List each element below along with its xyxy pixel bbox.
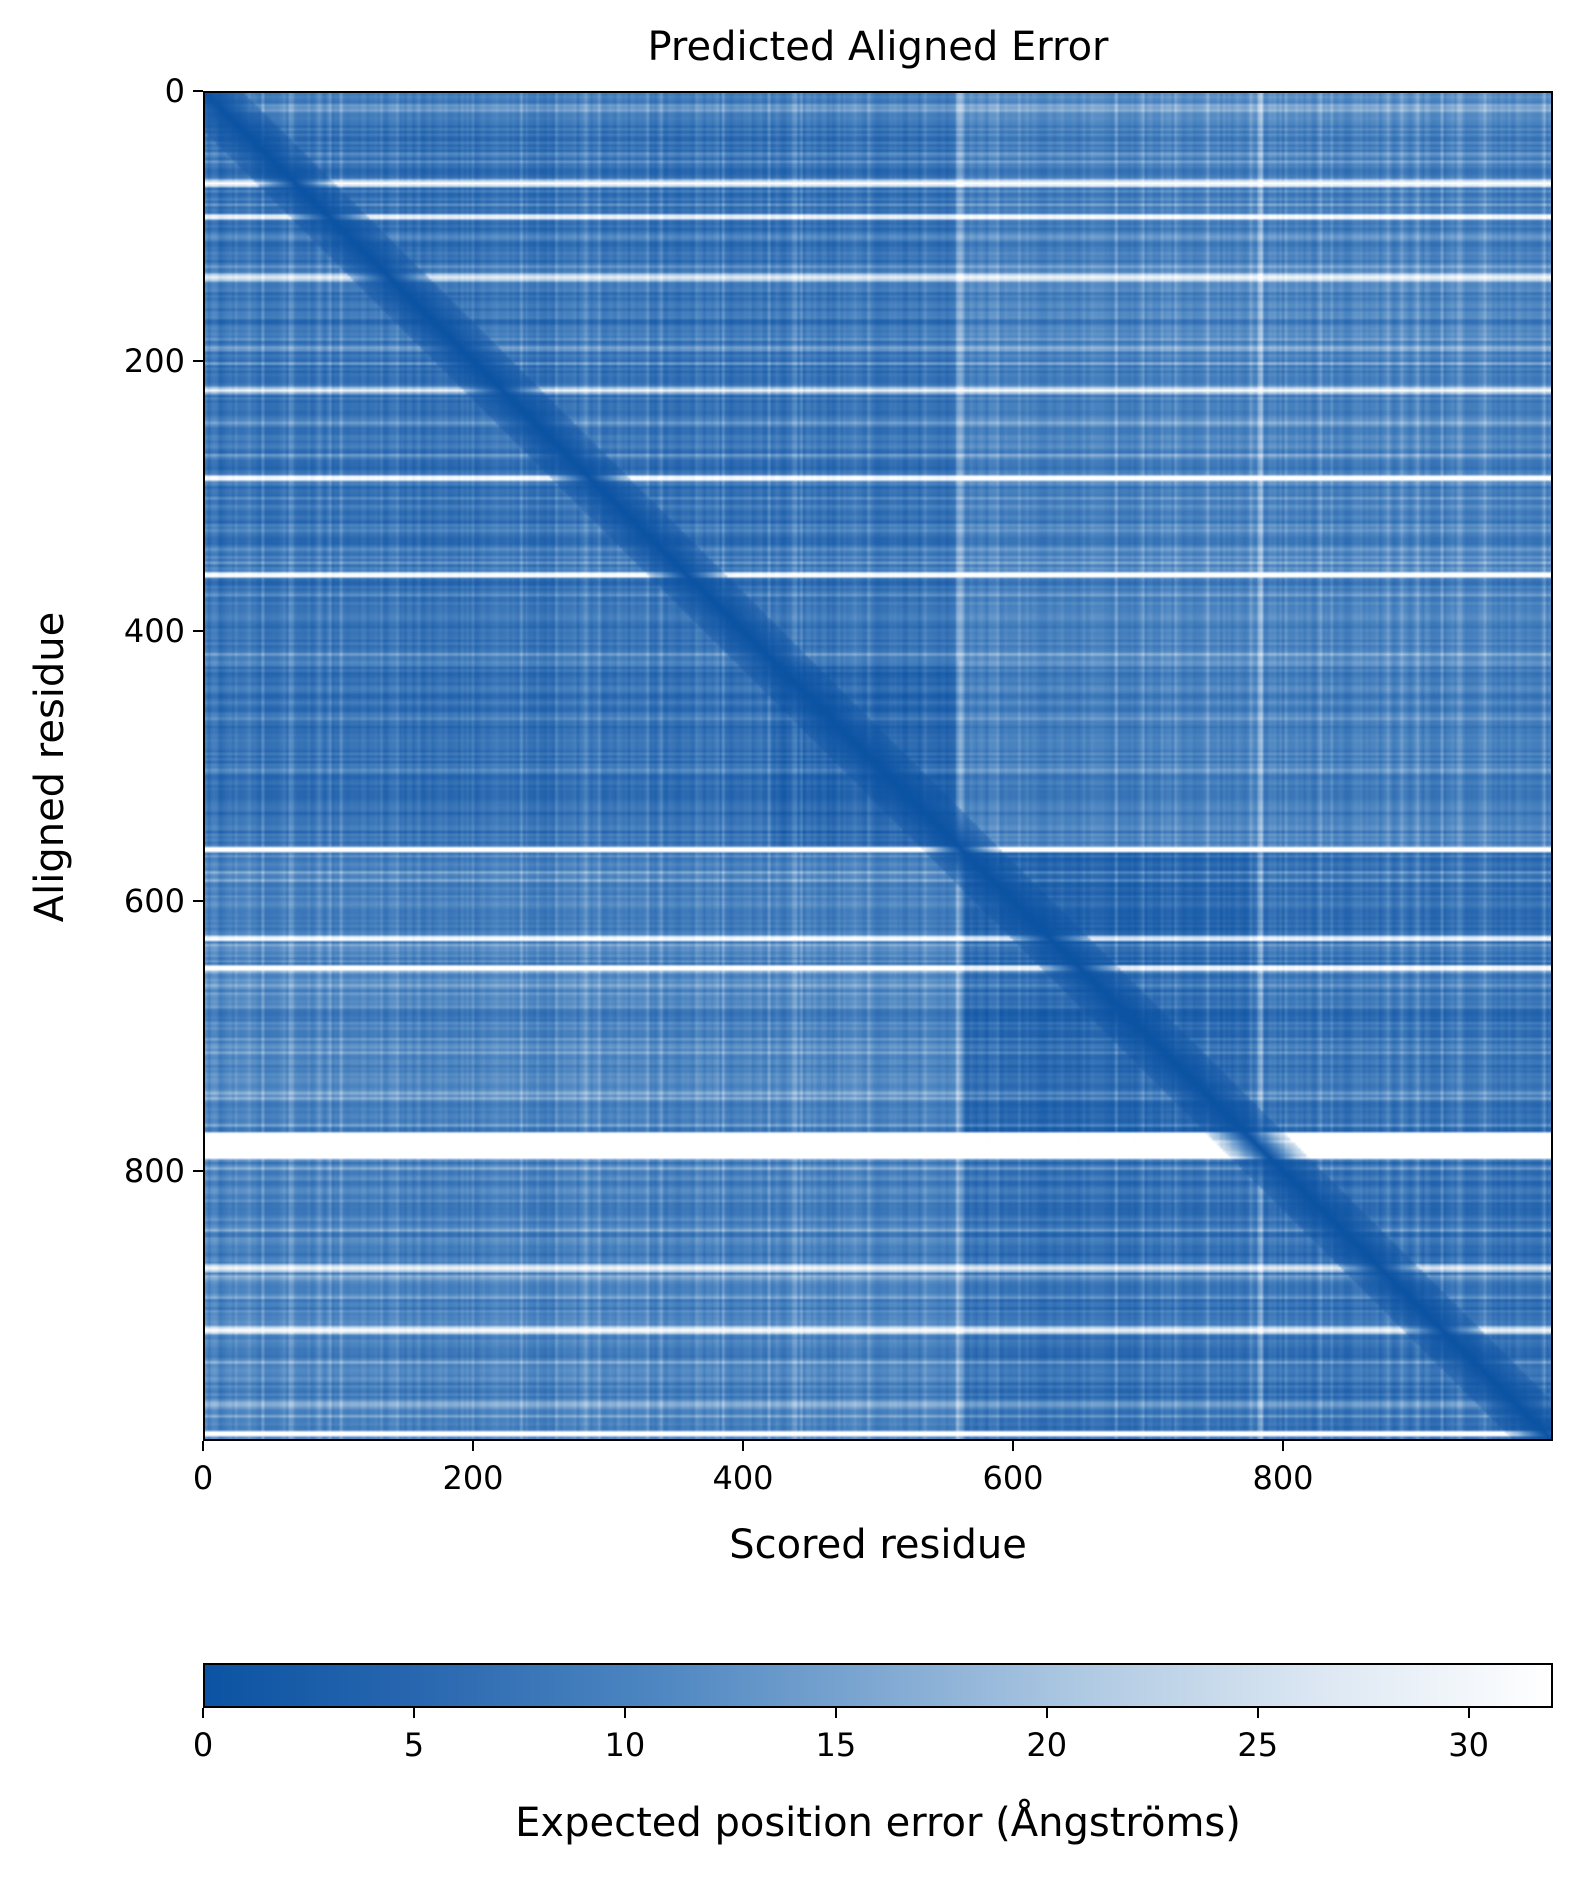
colorbar-tick-label: 25 <box>1237 1726 1279 1764</box>
y-tick <box>193 360 203 362</box>
x-tick-label: 800 <box>1252 1459 1314 1497</box>
colorbar-label: Expected position error (Ångströms) <box>515 1800 1241 1846</box>
y-tick <box>193 1170 203 1172</box>
colorbar-tick <box>202 1708 204 1718</box>
colorbar-tick-label: 5 <box>403 1726 425 1764</box>
colorbar-tick-label: 0 <box>192 1726 214 1764</box>
colorbar-tick <box>834 1708 837 1718</box>
chart-title: Predicted Aligned Error <box>647 24 1109 70</box>
colorbar-tick-label: 20 <box>1026 1726 1068 1764</box>
x-tick-label: 400 <box>712 1459 774 1497</box>
x-tick-label: 200 <box>442 1459 504 1497</box>
x-tick <box>742 1441 744 1451</box>
colorbar-tick <box>623 1708 626 1718</box>
x-tick-label: 600 <box>982 1459 1044 1497</box>
x-axis-label: Scored residue <box>729 1522 1027 1568</box>
x-tick-label: 0 <box>192 1459 214 1497</box>
colorbar-tick-label: 30 <box>1448 1726 1489 1764</box>
y-tick <box>193 900 203 902</box>
colorbar-tick <box>1256 1708 1259 1718</box>
colorbar-tick <box>1045 1708 1048 1718</box>
x-tick <box>202 1441 204 1451</box>
y-tick <box>193 90 203 92</box>
y-tick-label: 400 <box>123 612 185 650</box>
y-tick <box>193 630 203 632</box>
y-tick-label: 600 <box>123 882 185 920</box>
pae-heatmap <box>203 91 1553 1441</box>
colorbar-tick-label: 10 <box>604 1726 646 1764</box>
heatmap-canvas <box>205 93 1551 1439</box>
x-tick <box>1282 1441 1284 1451</box>
x-tick <box>1012 1441 1014 1451</box>
colorbar-tick-label: 15 <box>815 1726 857 1764</box>
y-tick-label: 0 <box>164 72 185 110</box>
y-axis-label: Aligned residue <box>27 611 73 923</box>
y-tick-label: 800 <box>123 1152 185 1190</box>
y-tick-label: 200 <box>123 342 185 380</box>
colorbar <box>203 1663 1553 1708</box>
colorbar-tick <box>1467 1708 1470 1718</box>
colorbar-tick <box>412 1708 415 1718</box>
x-tick <box>472 1441 474 1451</box>
